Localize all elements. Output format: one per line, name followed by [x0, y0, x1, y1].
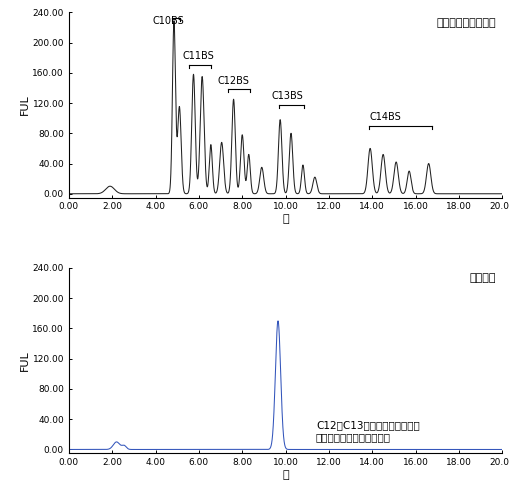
Y-axis label: FUL: FUL	[19, 95, 30, 115]
X-axis label: 分: 分	[282, 214, 288, 224]
Text: C14BS: C14BS	[369, 112, 400, 122]
Y-axis label: FUL: FUL	[19, 350, 30, 371]
Text: C12BS: C12BS	[217, 75, 249, 86]
Text: C13BS: C13BS	[271, 91, 303, 101]
Text: 陰イオン界面活性剤: 陰イオン界面活性剤	[435, 18, 495, 28]
Text: C11BS: C11BS	[182, 51, 214, 61]
Text: C12とC13の間に渶出するため: C12とC13の間に渶出するため	[316, 420, 419, 431]
Text: 定量への影響はありません: 定量への影響はありません	[316, 432, 390, 442]
Text: トルエン: トルエン	[468, 273, 495, 284]
X-axis label: 分: 分	[282, 470, 288, 480]
Text: C10BS: C10BS	[152, 16, 184, 26]
